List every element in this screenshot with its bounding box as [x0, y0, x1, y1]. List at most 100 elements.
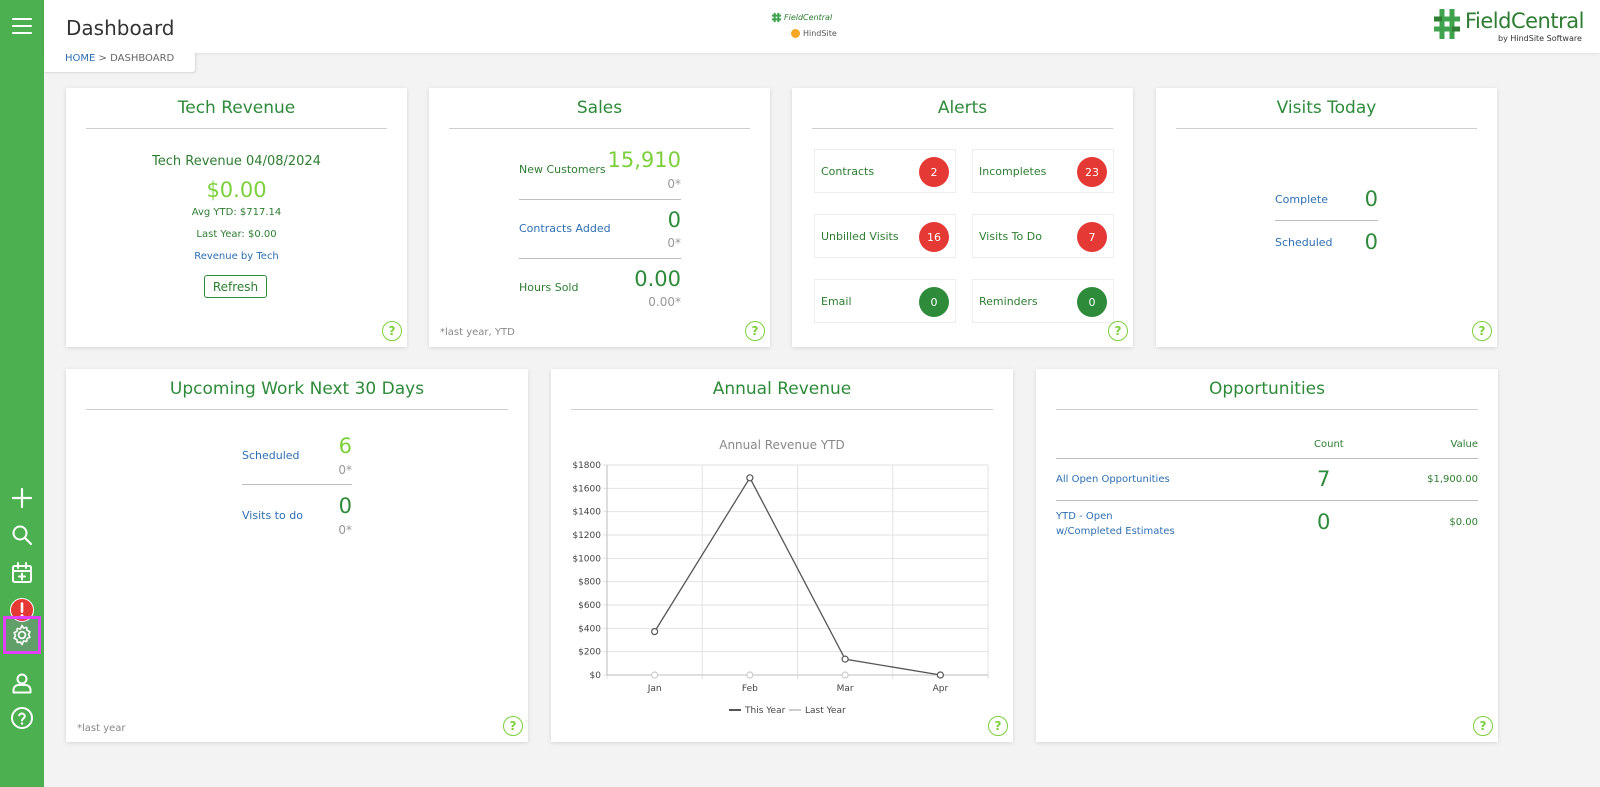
chart-ytick-label: $0: [590, 671, 602, 681]
upcoming-help-icon[interactable]: ?: [503, 716, 523, 736]
chart-legend-label: Last Year: [805, 706, 846, 716]
visits-today-scheduled-label[interactable]: Scheduled: [1275, 236, 1333, 249]
alert-contracts-count: 2: [919, 157, 949, 187]
upcoming-work-title: Upcoming Work Next 30 Days: [86, 379, 508, 410]
opportunities-help-icon[interactable]: ?: [1473, 716, 1493, 736]
sales-divider: [519, 258, 681, 259]
visits-today-complete-label[interactable]: Complete: [1275, 193, 1329, 206]
sales-contracts-added-value: 0: [667, 208, 681, 232]
breadcrumb-current: DASHBOARD: [110, 53, 175, 64]
chart-point: [746, 474, 754, 482]
alert-incompletes-count: 23: [1077, 157, 1107, 187]
menu-icon[interactable]: [7, 11, 37, 41]
center-logo-fieldcentral: FieldCentral: [784, 13, 833, 22]
fieldcentral-logo-icon: [1434, 9, 1460, 39]
opportunities-all-open-label[interactable]: All Open Opportunities: [1056, 474, 1170, 485]
annual-revenue-help-icon[interactable]: ?: [988, 716, 1008, 736]
upcoming-visits-to-do-value: 0: [338, 494, 352, 518]
chart-xtick-label: Mar: [837, 684, 854, 694]
upcoming-work-card: Upcoming Work Next 30 Days Scheduled 6 0…: [66, 369, 528, 742]
plus-icon[interactable]: [7, 483, 37, 513]
alert-contracts[interactable]: Contracts 2: [814, 149, 956, 193]
upcoming-scheduled-value: 6: [338, 434, 352, 458]
chart-point: [651, 628, 659, 636]
tech-revenue-amount: $0.00: [206, 178, 267, 202]
tech-revenue-last-year: Last Year: $0.00: [196, 229, 277, 240]
alert-email[interactable]: Email 0: [814, 279, 956, 323]
calendar-add-icon[interactable]: [7, 558, 37, 588]
opportunities-col-value: Value: [1450, 439, 1478, 450]
brand-logo: FieldCentral by HindSite Software: [1432, 7, 1592, 47]
search-icon[interactable]: [7, 520, 37, 550]
sales-help-icon[interactable]: ?: [745, 321, 765, 341]
center-logo-hindsite: HindSite: [803, 29, 837, 38]
alert-email-label: Email: [821, 295, 852, 308]
alert-incompletes-label: Incompletes: [979, 165, 1047, 178]
opportunities-ytd-open-value: $0.00: [1449, 517, 1478, 528]
breadcrumb-separator: >: [98, 53, 107, 64]
chart-legend-label: This Year: [744, 706, 786, 716]
chart-point: [746, 671, 754, 679]
sales-hours-sold-value: 0.00: [634, 267, 681, 291]
sales-contracts-added-label[interactable]: Contracts Added: [519, 222, 611, 235]
upcoming-scheduled-label[interactable]: Scheduled: [242, 449, 300, 462]
alert-incompletes[interactable]: Incompletes 23: [972, 149, 1114, 193]
tech-revenue-title: Tech Revenue: [86, 98, 387, 129]
chart-ytick-label: $600: [578, 601, 601, 611]
sidebar: [0, 0, 44, 787]
chart-ytick-label: $1000: [572, 554, 601, 564]
alerts-card: Alerts Contracts 2 Incompletes 23 Unbill…: [792, 88, 1133, 347]
annual-revenue-card: Annual Revenue Annual Revenue YTD $0 $200…: [551, 369, 1013, 742]
upcoming-visits-to-do-prior: 0*: [338, 523, 352, 537]
sales-new-customers-label: New Customers: [519, 163, 606, 176]
hindsite-mark-icon: [791, 29, 800, 38]
revenue-by-tech-link[interactable]: Revenue by Tech: [194, 251, 279, 262]
alerts-title: Alerts: [812, 98, 1113, 129]
chart-xtick-label: Feb: [742, 684, 758, 694]
visits-today-help-icon[interactable]: ?: [1472, 321, 1492, 341]
center-logo: FieldCentral HindSite: [771, 10, 851, 46]
alert-unbilled-visits-count: 16: [919, 222, 949, 252]
upcoming-divider: [242, 484, 352, 485]
chart-ytick-label: $1400: [572, 508, 601, 518]
alert-visits-to-do-count: 7: [1077, 222, 1107, 252]
upcoming-visits-to-do-label[interactable]: Visits to do: [242, 509, 303, 522]
brand-sub: by HindSite Software: [1498, 34, 1582, 43]
annual-revenue-chart: Annual Revenue YTD $0 $200 $400 $600 $800 $10…: [572, 438, 989, 716]
visits-today-scheduled-value: 0: [1364, 230, 1378, 254]
alert-reminders-count: 0: [1077, 287, 1107, 317]
help-icon[interactable]: [7, 703, 37, 733]
chart-xtick-label: Jan: [647, 684, 662, 694]
alert-visits-to-do-label: Visits To Do: [979, 230, 1042, 243]
upcoming-footnote: *last year: [77, 723, 126, 734]
opportunities-all-open-value: $1,900.00: [1427, 474, 1478, 485]
refresh-button[interactable]: Refresh: [204, 275, 267, 298]
user-icon[interactable]: [7, 668, 37, 698]
tech-revenue-date: Tech Revenue 04/08/2024: [152, 154, 321, 169]
chart-point: [841, 671, 849, 679]
opportunities-card: Opportunities Count Value All Open Oppor…: [1036, 369, 1498, 742]
tech-revenue-help-icon[interactable]: ?: [382, 321, 402, 341]
alert-visits-to-do[interactable]: Visits To Do 7: [972, 214, 1114, 258]
opportunities-row-divider: [1056, 500, 1478, 501]
alert-unbilled-visits[interactable]: Unbilled Visits 16: [814, 214, 956, 258]
brand-name: FieldCentral: [1465, 9, 1584, 33]
breadcrumb-home[interactable]: HOME: [65, 53, 96, 64]
chart-title: Annual Revenue YTD: [719, 438, 845, 452]
alert-icon[interactable]: [7, 595, 37, 625]
annual-revenue-title: Annual Revenue: [571, 379, 993, 410]
sales-footnote: *last year, YTD: [440, 327, 515, 338]
sales-card: Sales New Customers 15,910 0* Contracts …: [429, 88, 770, 347]
sales-new-customers-prior: 0*: [667, 177, 681, 191]
alerts-help-icon[interactable]: ?: [1108, 321, 1128, 341]
alert-reminders[interactable]: Reminders 0: [972, 279, 1114, 323]
opportunities-ytd-open-label[interactable]: YTD - Open w/Completed Estimates: [1056, 511, 1175, 537]
chart-ytick-label: $400: [578, 624, 601, 634]
sales-title: Sales: [449, 98, 750, 129]
chart-ytick-label: $1200: [572, 531, 601, 541]
gear-icon[interactable]: [3, 616, 41, 654]
opportunities-all-open-count: 7: [1317, 467, 1331, 491]
opportunities-col-count: Count: [1314, 439, 1344, 450]
tech-revenue-card: Tech Revenue Tech Revenue 04/08/2024 $0.…: [66, 88, 407, 347]
chart-xtick-label: Apr: [933, 684, 949, 694]
